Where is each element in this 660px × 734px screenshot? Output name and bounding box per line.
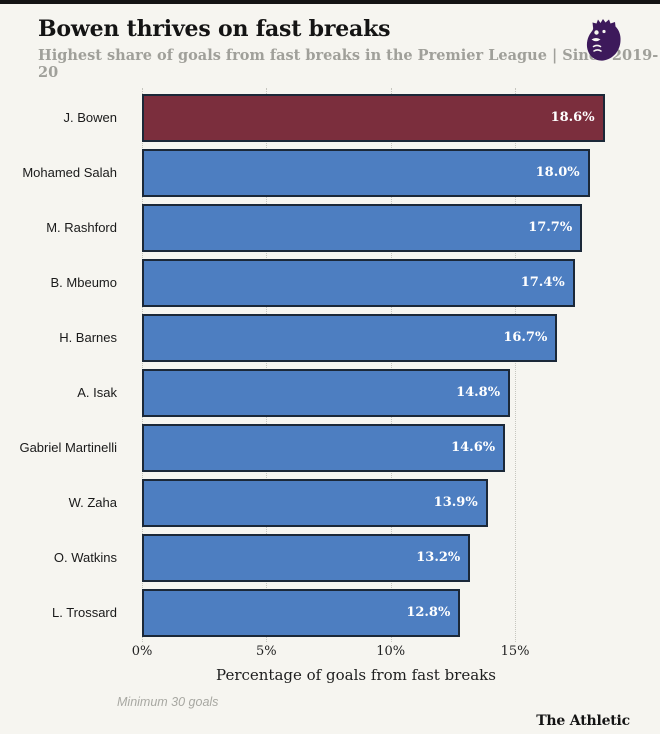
x-axis-tick: 15% bbox=[500, 643, 530, 659]
bar: 17.7% bbox=[142, 203, 583, 252]
value-label: 17.4% bbox=[520, 275, 565, 290]
bar-chart: J. Bowen 18.6% Mohamed Salah 18.0% M. Rashfo… bbox=[0, 87, 660, 642]
bar: 14.8% bbox=[142, 368, 511, 417]
category-label: J. Bowen bbox=[63, 110, 117, 125]
gridline-5pct bbox=[266, 87, 268, 642]
gridlines bbox=[142, 87, 622, 642]
bar-zone: 12.8% bbox=[142, 588, 622, 637]
bar-zone: 13.9% bbox=[142, 478, 622, 527]
value-label: 12.8% bbox=[406, 605, 451, 620]
bar-zone: 13.2% bbox=[142, 533, 622, 582]
bar: 16.7% bbox=[142, 313, 558, 362]
category-label: W. Zaha bbox=[68, 495, 117, 510]
value-label: 18.6% bbox=[550, 110, 595, 125]
chart-row: Mohamed Salah 18.0% bbox=[0, 148, 660, 197]
category-label: H. Barnes bbox=[59, 330, 117, 345]
x-axis-tick: 5% bbox=[256, 643, 277, 659]
bar-zone: 14.6% bbox=[142, 423, 622, 472]
chart-row: A. Isak 14.8% bbox=[0, 368, 660, 417]
chart-row: Gabriel Martinelli 14.6% bbox=[0, 423, 660, 472]
gridline-10pct bbox=[390, 87, 392, 642]
premier-league-lion-icon bbox=[586, 19, 621, 61]
value-label: 14.6% bbox=[451, 440, 496, 455]
x-axis-tick: 10% bbox=[376, 643, 406, 659]
chart-row: B. Mbeumo 17.4% bbox=[0, 258, 660, 307]
chart-row: O. Watkins 13.2% bbox=[0, 533, 660, 582]
chart-subtitle: Highest share of goals from fast breaks … bbox=[38, 46, 659, 81]
category-label: A. Isak bbox=[77, 385, 117, 400]
value-label: 14.8% bbox=[456, 385, 501, 400]
category-label: M. Rashford bbox=[46, 220, 117, 235]
bar: 18.0% bbox=[142, 148, 590, 197]
gridline-0pct bbox=[142, 87, 143, 642]
chart-row: L. Trossard 12.8% bbox=[0, 588, 660, 637]
bar-zone: 17.4% bbox=[142, 258, 622, 307]
gridline-15pct bbox=[515, 87, 517, 642]
bar-zone: 14.8% bbox=[142, 368, 622, 417]
category-label: L. Trossard bbox=[51, 605, 117, 620]
x-axis-ticks: 0% 5% 10% 15% bbox=[132, 643, 622, 661]
bar-zone: 18.0% bbox=[142, 148, 622, 197]
x-axis-tick: 0% bbox=[131, 643, 153, 659]
category-label: O. Watkins bbox=[53, 550, 117, 565]
footnote: Minimum 30 goals bbox=[117, 694, 219, 709]
top-border bbox=[0, 0, 660, 4]
bar: 13.9% bbox=[142, 478, 488, 527]
category-label: Gabriel Martinelli bbox=[19, 440, 117, 455]
athletic-branding: The Athletic bbox=[536, 712, 630, 729]
value-label: 18.0% bbox=[535, 165, 580, 180]
bar-zone: 18.6% bbox=[142, 93, 622, 142]
bar-zone: 17.7% bbox=[142, 203, 622, 252]
value-label: 13.9% bbox=[433, 495, 478, 510]
x-axis-title: Percentage of goals from fast breaks bbox=[216, 665, 496, 684]
bar: 13.2% bbox=[142, 533, 471, 582]
chart-row: J. Bowen 18.6% bbox=[0, 93, 660, 142]
bar: 12.8% bbox=[142, 588, 461, 637]
value-label: 13.2% bbox=[416, 550, 461, 565]
value-label: 17.7% bbox=[528, 220, 573, 235]
chart-row: W. Zaha 13.9% bbox=[0, 478, 660, 527]
bar-zone: 16.7% bbox=[142, 313, 622, 362]
bar: 17.4% bbox=[142, 258, 575, 307]
bar-highlighted: 18.6% bbox=[142, 93, 605, 142]
category-label: Mohamed Salah bbox=[22, 165, 117, 180]
header: Bowen thrives on fast breaks Highest sha… bbox=[0, 4, 660, 81]
chart-row: M. Rashford 17.7% bbox=[0, 203, 660, 252]
value-label: 16.7% bbox=[503, 330, 548, 345]
category-label: B. Mbeumo bbox=[50, 275, 117, 290]
chart-title: Bowen thrives on fast breaks bbox=[38, 16, 391, 42]
chart-row: H. Barnes 16.7% bbox=[0, 313, 660, 362]
bar-rows: J. Bowen 18.6% Mohamed Salah 18.0% M. Rashfo… bbox=[0, 93, 660, 637]
bar: 14.6% bbox=[142, 423, 506, 472]
